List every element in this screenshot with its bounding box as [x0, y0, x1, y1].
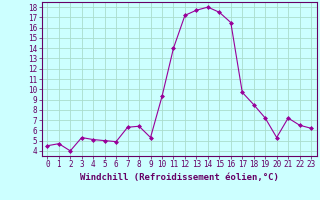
X-axis label: Windchill (Refroidissement éolien,°C): Windchill (Refroidissement éolien,°C) — [80, 173, 279, 182]
